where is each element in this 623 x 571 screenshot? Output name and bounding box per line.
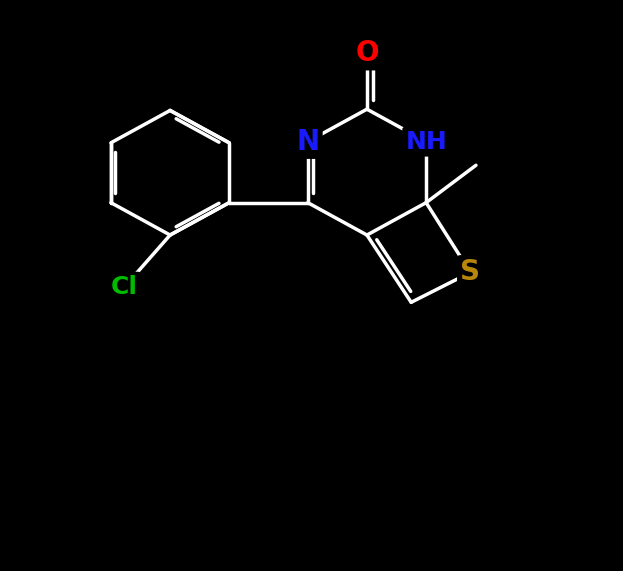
Text: S: S	[460, 259, 480, 287]
Text: O: O	[355, 39, 379, 67]
Text: Cl: Cl	[111, 275, 138, 299]
Text: NH: NH	[405, 130, 447, 154]
Text: N: N	[296, 127, 320, 155]
